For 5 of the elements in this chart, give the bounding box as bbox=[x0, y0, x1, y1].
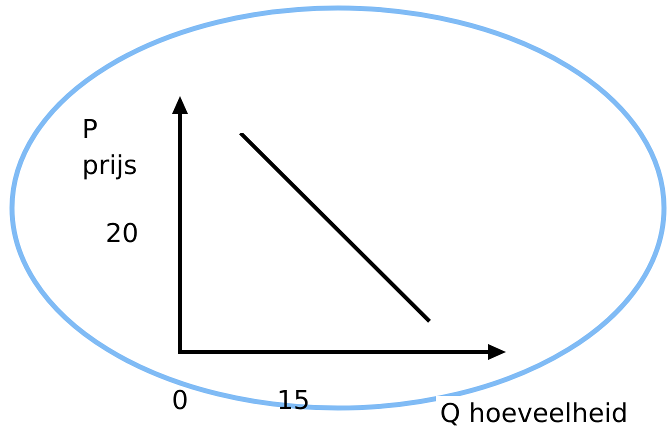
text: 20 bbox=[105, 218, 139, 249]
x-tick-label: 0 bbox=[172, 386, 188, 416]
x-axis-title: Q hoeveelheid bbox=[436, 396, 632, 432]
y-axis-title: P prijs bbox=[81, 114, 138, 183]
x-tick-label: 15 bbox=[276, 386, 310, 416]
